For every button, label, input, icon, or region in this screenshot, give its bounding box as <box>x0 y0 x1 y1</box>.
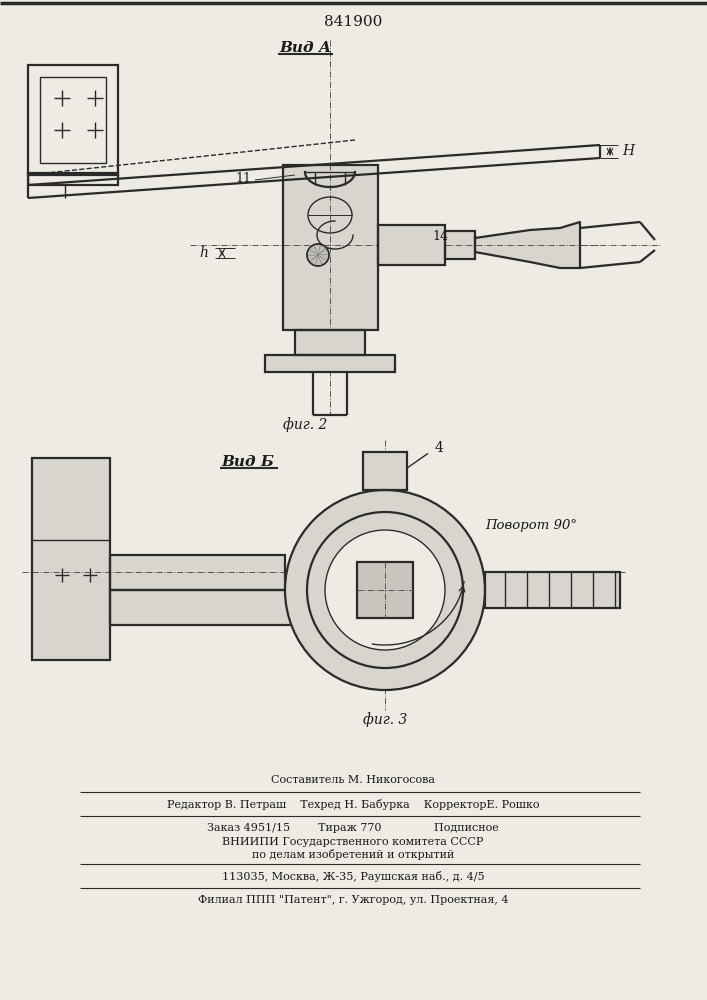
Bar <box>445 231 475 259</box>
Text: Составитель М. Никогосова: Составитель М. Никогосова <box>271 775 435 785</box>
Bar <box>363 452 407 490</box>
Text: фиг. 3: фиг. 3 <box>363 713 407 727</box>
Text: 14: 14 <box>432 231 448 243</box>
Circle shape <box>307 244 329 266</box>
Bar <box>357 562 413 618</box>
Text: 841900: 841900 <box>324 15 382 29</box>
Polygon shape <box>475 222 580 268</box>
Bar <box>265 355 395 372</box>
Bar <box>283 165 378 330</box>
Bar <box>445 231 475 259</box>
Bar <box>378 225 445 265</box>
Bar <box>110 590 300 625</box>
Bar <box>378 225 445 265</box>
Bar <box>28 173 118 185</box>
Text: фиг. 2: фиг. 2 <box>283 418 327 432</box>
Bar <box>283 165 378 330</box>
Bar <box>28 65 118 175</box>
Text: Вид Б: Вид Б <box>221 455 274 469</box>
Text: 11: 11 <box>235 172 251 184</box>
Bar <box>110 555 285 590</box>
Text: Вид А: Вид А <box>279 41 331 55</box>
Text: Поворот 90°: Поворот 90° <box>485 518 577 532</box>
Circle shape <box>285 490 485 690</box>
Bar <box>357 562 413 618</box>
Bar <box>485 572 620 608</box>
Text: по делам изобретений и открытий: по делам изобретений и открытий <box>252 850 454 860</box>
Bar <box>485 572 620 608</box>
Bar <box>110 590 300 625</box>
Text: 113035, Москва, Ж-35, Раушская наб., д. 4/5: 113035, Москва, Ж-35, Раушская наб., д. … <box>222 870 484 882</box>
Text: 4: 4 <box>435 441 444 455</box>
Text: Заказ 4951/15        Тираж 770               Подписное: Заказ 4951/15 Тираж 770 Подписное <box>207 823 499 833</box>
Bar <box>363 452 407 490</box>
Text: Редактор В. Петраш    Техред Н. Бабурка    КорректорЕ. Рошко: Редактор В. Петраш Техред Н. Бабурка Кор… <box>167 798 539 810</box>
Bar <box>32 458 110 660</box>
Bar <box>40 77 106 163</box>
Text: H: H <box>622 144 634 158</box>
Bar <box>295 330 365 355</box>
Bar <box>265 355 395 372</box>
Text: h: h <box>199 246 208 260</box>
Text: ВНИИПИ Государственного комитета СССР: ВНИИПИ Государственного комитета СССР <box>222 837 484 847</box>
Bar <box>32 458 110 660</box>
Text: Филиал ППП "Патент", г. Ужгород, ул. Проектная, 4: Филиал ППП "Патент", г. Ужгород, ул. Про… <box>198 895 508 905</box>
Bar <box>110 555 285 590</box>
Circle shape <box>325 530 445 650</box>
Bar <box>295 330 365 355</box>
